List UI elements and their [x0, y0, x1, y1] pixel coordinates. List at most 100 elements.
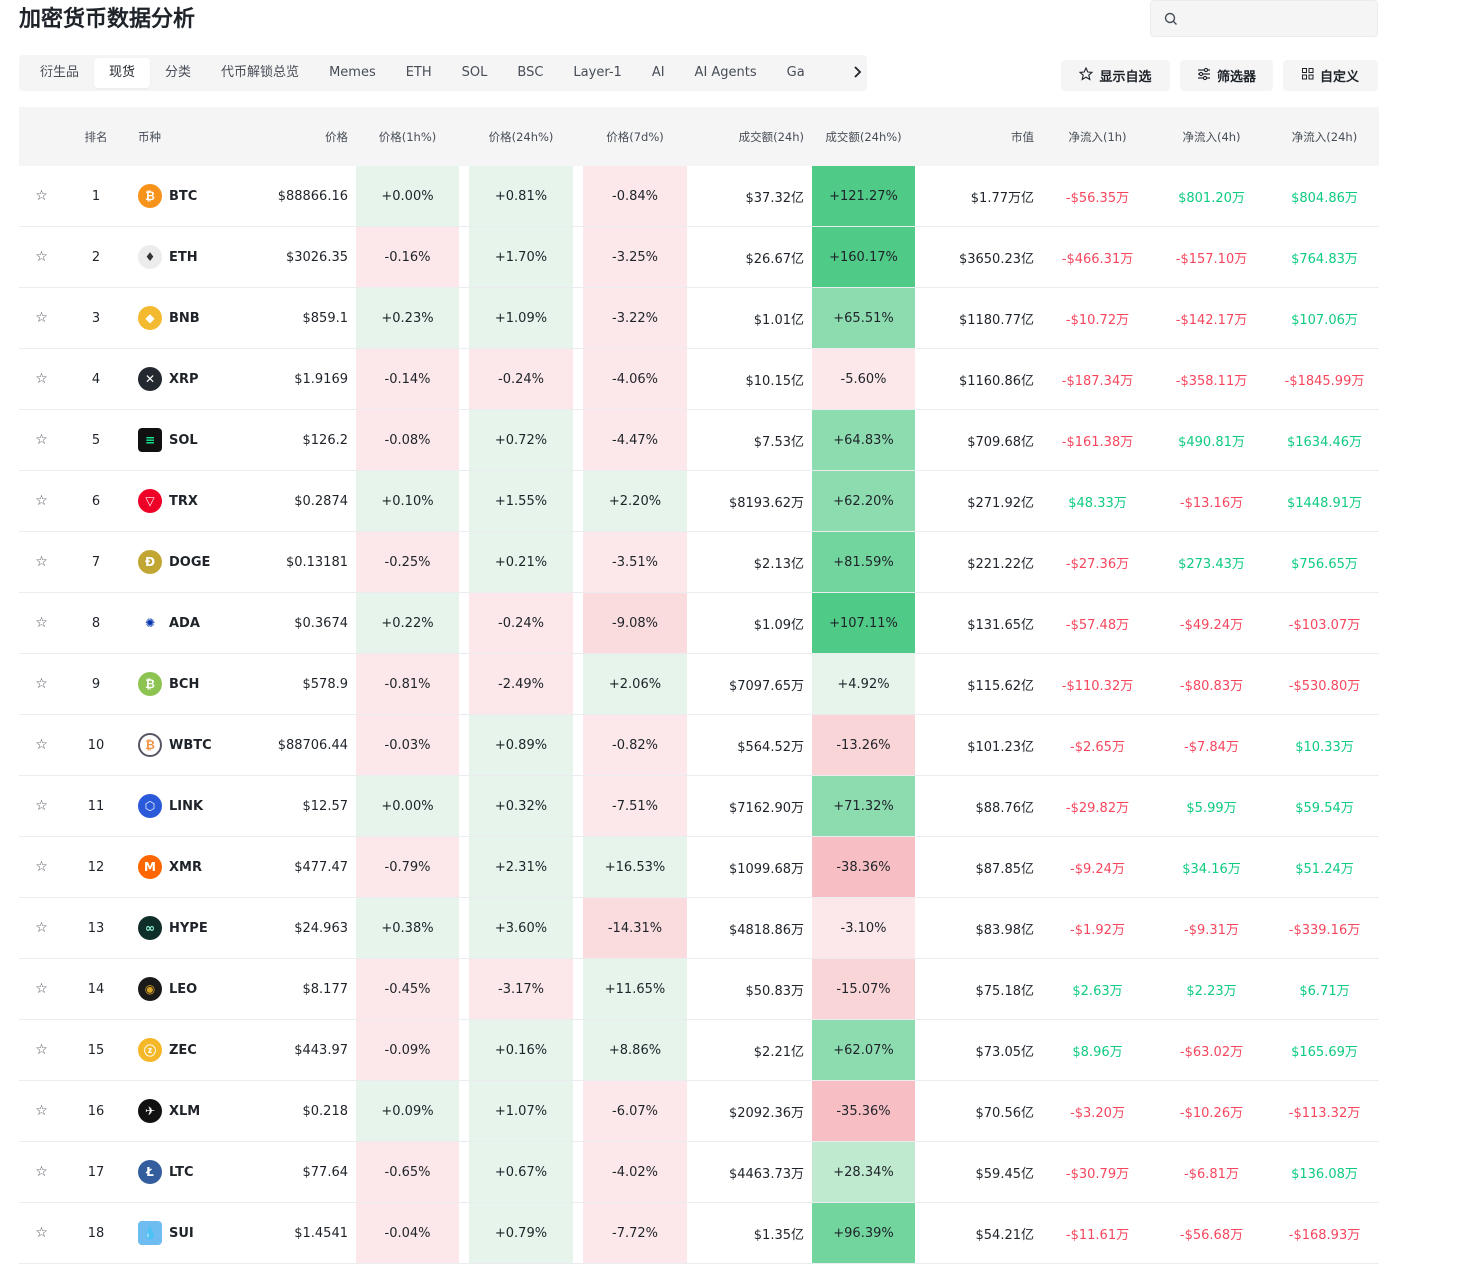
star-outline-icon[interactable]: ☆ [35, 798, 48, 814]
header-price[interactable]: 价格 [208, 107, 356, 166]
favorite-star-cell[interactable]: ☆ [19, 714, 64, 776]
coin-cell[interactable]: ∞ HYPE [128, 897, 208, 959]
star-outline-icon[interactable]: ☆ [35, 310, 48, 326]
star-outline-icon[interactable]: ☆ [35, 432, 48, 448]
star-outline-icon[interactable]: ☆ [35, 249, 48, 265]
tab-1[interactable]: 现货 [94, 58, 151, 88]
star-outline-icon[interactable]: ☆ [35, 1164, 48, 1180]
customize-button[interactable]: 自定义 [1283, 60, 1378, 91]
favorite-star-cell[interactable]: ☆ [19, 958, 64, 1020]
favorite-star-cell[interactable]: ☆ [19, 836, 64, 898]
table-row[interactable]: ☆ 6 ▽ TRX $0.2874 +0.10% +1.55% +2.20% $8193.62万… [19, 470, 1379, 532]
favorite-star-cell[interactable]: ☆ [19, 470, 64, 532]
coin-cell[interactable]: Ł LTC [128, 1141, 208, 1203]
star-outline-icon[interactable]: ☆ [35, 493, 48, 509]
star-outline-icon[interactable]: ☆ [35, 615, 48, 631]
tab-8[interactable]: Layer-1 [573, 65, 622, 80]
star-outline-icon[interactable]: ☆ [35, 859, 48, 875]
star-outline-icon[interactable]: ☆ [35, 554, 48, 570]
table-row[interactable]: ☆ 13 ∞ HYPE $24.963 +0.38% +3.60% -14.31% $4818.… [19, 897, 1379, 959]
header-market-cap[interactable]: 市值 [915, 107, 1042, 166]
coin-cell[interactable]: ◆ BNB [128, 287, 208, 349]
coin-cell[interactable]: ≡ SOL [128, 409, 208, 471]
coin-cell[interactable]: ♦ ETH [128, 226, 208, 288]
tab-0[interactable]: 衍生品 [40, 65, 80, 80]
tab-6[interactable]: SOL [461, 65, 488, 80]
coin-cell[interactable]: ₿ BCH [128, 653, 208, 715]
star-outline-icon[interactable]: ☆ [35, 920, 48, 936]
filter-button[interactable]: 筛选器 [1180, 60, 1273, 91]
favorite-star-cell[interactable]: ☆ [19, 287, 64, 349]
coin-cell[interactable]: ▽ TRX [128, 470, 208, 532]
star-outline-icon[interactable]: ☆ [35, 1225, 48, 1241]
header-netflow-24h[interactable]: 净流入(24h) [1270, 107, 1379, 166]
coin-cell[interactable]: Ð DOGE [128, 531, 210, 593]
coin-cell[interactable]: 💧 SUI [128, 1202, 208, 1264]
coin-cell[interactable]: ₿ WBTC [128, 714, 212, 776]
coin-cell[interactable]: ⓩ ZEC [128, 1019, 208, 1081]
table-row[interactable]: ☆ 17 Ł LTC $77.64 -0.65% +0.67% -4.02% $4463.73万… [19, 1141, 1379, 1203]
favorite-star-cell[interactable]: ☆ [19, 592, 64, 654]
table-row[interactable]: ☆ 1 ₿ BTC $88866.16 +0.00% +0.81% -0.84% $37.32亿… [19, 166, 1379, 227]
favorite-star-cell[interactable]: ☆ [19, 226, 64, 288]
tab-11[interactable]: Ga [786, 65, 805, 80]
favorite-star-cell[interactable]: ☆ [19, 1202, 64, 1264]
header-price-7d[interactable]: 价格(7d%) [583, 107, 687, 166]
table-row[interactable]: ☆ 3 ◆ BNB $859.1 +0.23% +1.09% -3.22% $1.01亿 +65.… [19, 287, 1379, 349]
coin-cell[interactable]: ◉ LEO [128, 958, 208, 1020]
tab-10[interactable]: AI Agents [694, 65, 757, 80]
coin-cell[interactable]: ⬡ LINK [128, 775, 208, 837]
tab-4[interactable]: Memes [329, 65, 376, 80]
table-row[interactable]: ☆ 15 ⓩ ZEC $443.97 -0.09% +0.16% +8.86% $2.21亿 +6… [19, 1019, 1379, 1081]
star-outline-icon[interactable]: ☆ [35, 188, 48, 204]
header-volume-change-24h[interactable]: 成交额(24h%) [812, 107, 915, 166]
table-row[interactable]: ☆ 11 ⬡ LINK $12.57 +0.00% +0.32% -7.51% $7162.90… [19, 775, 1379, 837]
header-rank[interactable]: 排名 [64, 107, 128, 166]
table-row[interactable]: ☆ 7 Ð DOGE $0.13181 -0.25% +0.21% -3.51% $2.13亿 +… [19, 531, 1379, 593]
coin-cell[interactable]: ₿ BTC [128, 166, 208, 227]
tab-3[interactable]: 代币解锁总览 [221, 65, 300, 80]
table-row[interactable]: ☆ 5 ≡ SOL $126.2 -0.08% +0.72% -4.47% $7.53亿 +64.… [19, 409, 1379, 471]
tab-9[interactable]: AI [651, 65, 665, 80]
tab-2[interactable]: 分类 [165, 65, 192, 80]
coin-cell[interactable]: ✈ XLM [128, 1080, 208, 1142]
header-netflow-1h[interactable]: 净流入(1h) [1042, 107, 1153, 166]
table-row[interactable]: ☆ 4 ✕ XRP $1.9169 -0.14% -0.24% -4.06% $10.15亿 -5… [19, 348, 1379, 410]
header-price-24h[interactable]: 价格(24h%) [469, 107, 573, 166]
header-coin[interactable]: 币种 [128, 107, 208, 166]
tab-7[interactable]: BSC [517, 65, 544, 80]
star-outline-icon[interactable]: ☆ [35, 981, 48, 997]
show-favorites-button[interactable]: 显示自选 [1061, 60, 1170, 91]
table-row[interactable]: ☆ 9 ₿ BCH $578.9 -0.81% -2.49% +2.06% $7097.65万 +… [19, 653, 1379, 715]
coin-cell[interactable]: ✕ XRP [128, 348, 208, 410]
star-outline-icon[interactable]: ☆ [35, 1103, 48, 1119]
favorite-star-cell[interactable]: ☆ [19, 1141, 64, 1203]
favorite-star-cell[interactable]: ☆ [19, 166, 64, 227]
header-price-1h[interactable]: 价格(1h%) [356, 107, 459, 166]
header-volume-24h[interactable]: 成交额(24h) [687, 107, 812, 166]
table-row[interactable]: ☆ 16 ✈ XLM $0.218 +0.09% +1.07% -6.07% $2092.36万… [19, 1080, 1379, 1142]
favorite-star-cell[interactable]: ☆ [19, 348, 64, 410]
favorite-star-cell[interactable]: ☆ [19, 897, 64, 959]
favorite-star-cell[interactable]: ☆ [19, 775, 64, 837]
coin-cell[interactable]: M XMR [128, 836, 208, 898]
table-row[interactable]: ☆ 2 ♦ ETH $3026.35 -0.16% +1.70% -3.25% $26.67亿 +… [19, 226, 1379, 288]
table-row[interactable]: ☆ 12 M XMR $477.47 -0.79% +2.31% +16.53% $1099.6… [19, 836, 1379, 898]
search-input[interactable] [1150, 0, 1378, 37]
header-netflow-4h[interactable]: 净流入(4h) [1153, 107, 1270, 166]
star-outline-icon[interactable]: ☆ [35, 1042, 48, 1058]
favorite-star-cell[interactable]: ☆ [19, 409, 64, 471]
star-outline-icon[interactable]: ☆ [35, 676, 48, 692]
favorite-star-cell[interactable]: ☆ [19, 1080, 64, 1142]
chevron-right-icon[interactable] [852, 62, 866, 82]
star-outline-icon[interactable]: ☆ [35, 371, 48, 387]
coin-cell[interactable]: ✺ ADA [128, 592, 208, 654]
favorite-star-cell[interactable]: ☆ [19, 1019, 64, 1081]
favorite-star-cell[interactable]: ☆ [19, 531, 64, 593]
star-outline-icon[interactable]: ☆ [35, 737, 48, 753]
table-row[interactable]: ☆ 14 ◉ LEO $8.177 -0.45% -3.17% +11.65% $50.83万 -… [19, 958, 1379, 1020]
table-row[interactable]: ☆ 18 💧 SUI $1.4541 -0.04% +0.79% -7.72% $1.35亿 +9… [19, 1202, 1379, 1264]
table-row[interactable]: ☆ 8 ✺ ADA $0.3674 +0.22% -0.24% -9.08% $1.09亿 +10… [19, 592, 1379, 654]
favorite-star-cell[interactable]: ☆ [19, 653, 64, 715]
table-row[interactable]: ☆ 10 ₿ WBTC $88706.44 -0.03% +0.89% -0.82% $564.… [19, 714, 1379, 776]
